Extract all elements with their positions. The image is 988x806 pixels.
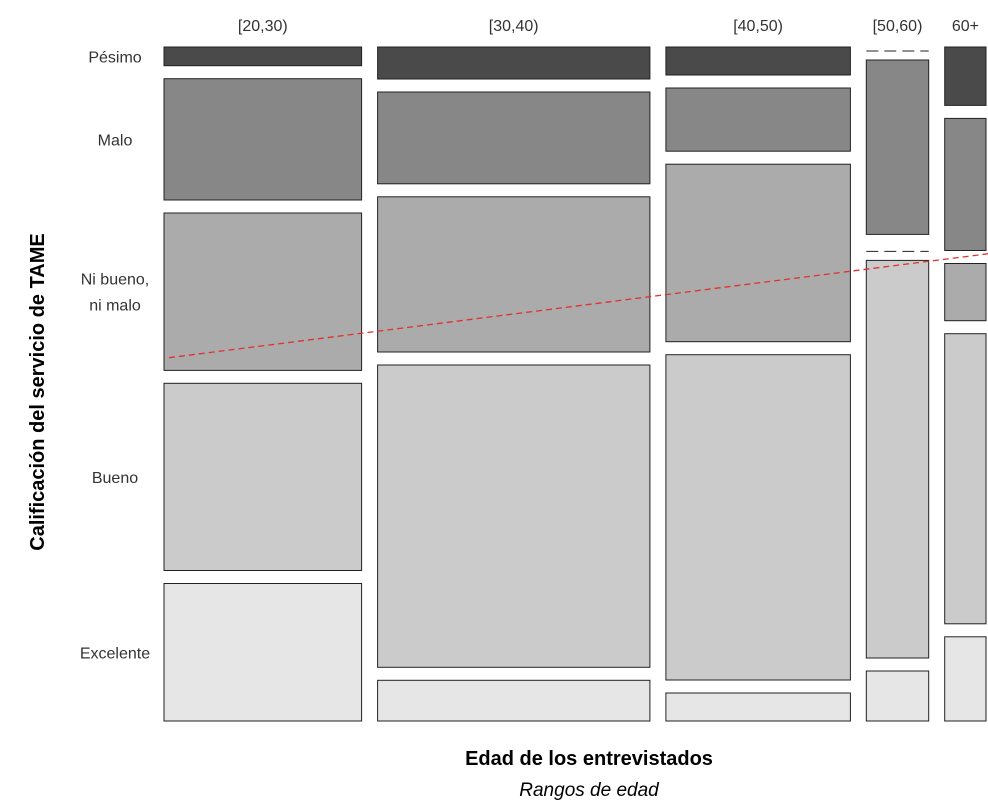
row-label-line: Ni bueno, [81, 272, 150, 289]
tile-60-excelente [944, 636, 987, 722]
mosaic-tiles [163, 46, 987, 722]
y-axis-label: Calificación del servicio de TAME [27, 233, 49, 551]
column-label-50-60: [50,60) [873, 18, 923, 35]
row-label-malo: Malo [98, 132, 133, 149]
tile-60-bueno [944, 333, 987, 625]
tile-40-50-pesimo [665, 46, 851, 76]
tile-50-60-bueno [865, 259, 930, 659]
row-label-line: Malo [98, 132, 133, 149]
column-label-30-40: [30,40) [489, 18, 539, 35]
tile-30-40-pesimo [377, 46, 651, 80]
row-label-line: Pésimo [88, 49, 141, 66]
trend-line [168, 253, 988, 359]
tile-40-50-excelente [665, 692, 851, 722]
tile-50-60-malo [865, 59, 930, 235]
tile-30-40-ni-bueno-ni-malo [377, 196, 651, 353]
row-label-line: ni malo [89, 298, 141, 315]
tile-30-40-malo [377, 91, 651, 185]
tile-20-30-bueno [163, 382, 363, 571]
tile-60-ni-bueno-ni-malo [944, 263, 987, 322]
row-label-line: Bueno [92, 470, 138, 487]
tile-40-50-malo [665, 87, 851, 152]
tile-40-50-ni-bueno-ni-malo [665, 163, 851, 343]
row-label-line: Excelente [80, 645, 150, 662]
column-labels: [20,30) [30,40) [40,50) [50,60) 60+ [238, 18, 979, 35]
x-axis-subtitle: Rangos de edad [519, 780, 660, 801]
column-label-40-50: [40,50) [733, 18, 783, 35]
tile-20-30-ni-bueno-ni-malo [163, 212, 363, 371]
tile-30-40-bueno [377, 364, 651, 668]
x-axis-label: Edad de los entrevistados [465, 748, 713, 770]
tile-60-malo [944, 117, 987, 252]
row-label-bueno: Bueno [92, 470, 138, 487]
tile-40-50-bueno [665, 354, 851, 681]
tile-20-30-excelente [163, 583, 363, 722]
tile-30-40-excelente [377, 679, 651, 722]
row-label-ni-bueno-ni-malo: Ni bueno, ni malo [81, 272, 150, 315]
tile-20-30-malo [163, 78, 363, 201]
row-labels: Pésimo Malo Ni bueno, ni malo Bueno Excelente [80, 49, 150, 662]
row-label-pesimo: Pésimo [88, 49, 141, 66]
tile-20-30-pesimo [163, 46, 363, 67]
column-label-60: 60+ [952, 18, 979, 35]
tile-50-60-excelente [865, 670, 930, 722]
row-label-excelente: Excelente [80, 645, 150, 662]
tile-60-pesimo [944, 46, 987, 106]
column-label-20-30: [20,30) [238, 18, 288, 35]
